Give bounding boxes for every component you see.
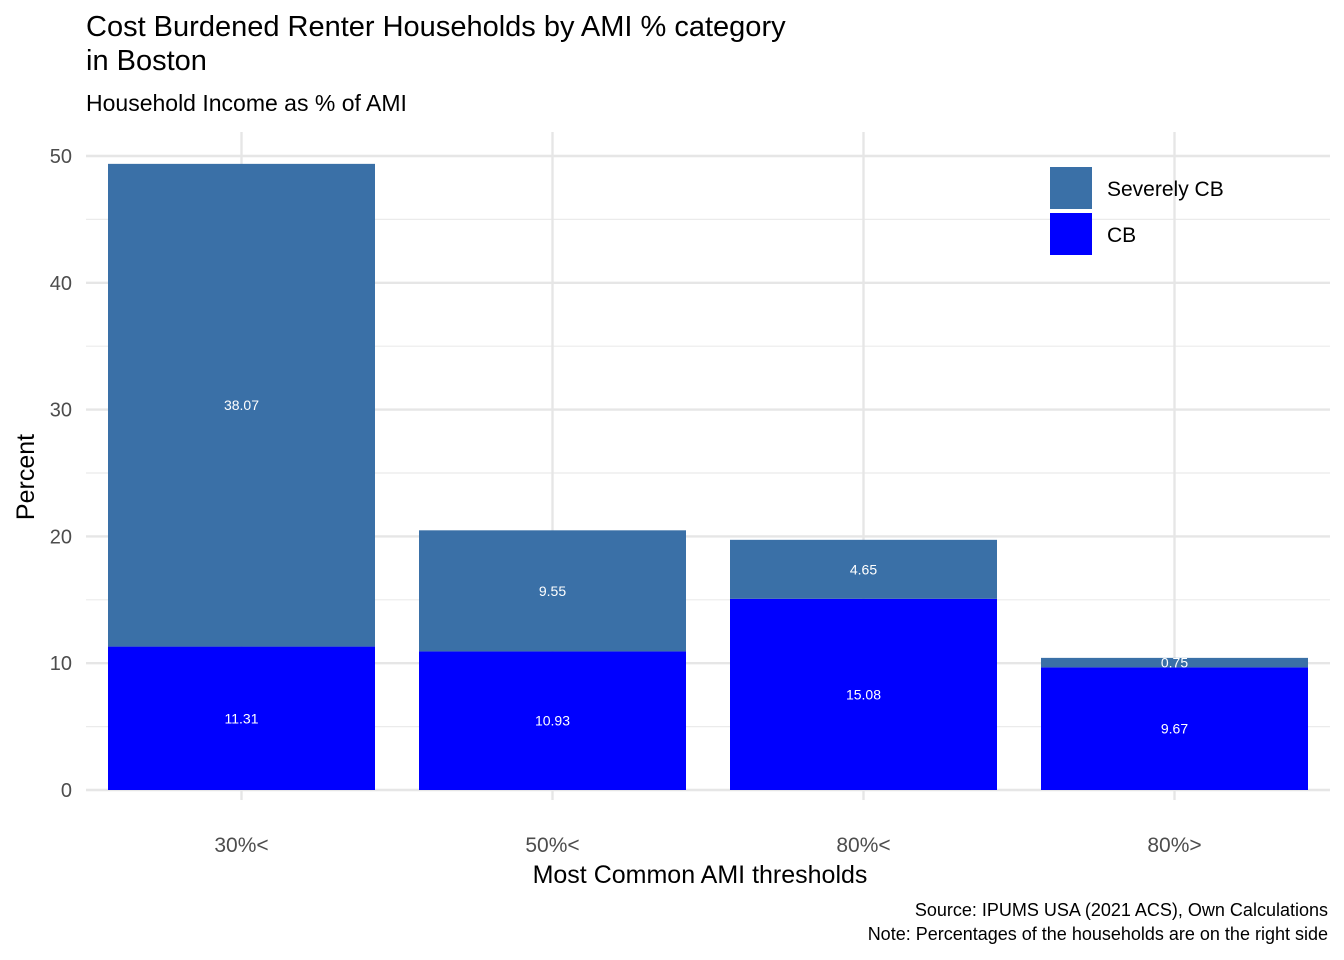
y-tick-label: 30 [50, 400, 72, 422]
bar-value-label: 11.31 [225, 710, 259, 726]
chart-title-line-1: Cost Burdened Renter Households by AMI %… [86, 11, 786, 43]
chart-subtitle: Household Income as % of AMI [86, 90, 407, 116]
source-caption: Source: IPUMS USA (2021 ACS), Own Calcul… [914, 900, 1328, 920]
bar-cb [730, 598, 997, 790]
bar-value-label: 4.65 [850, 561, 877, 577]
bar-value-label: 38.07 [224, 397, 259, 413]
bar-severely-cb [108, 163, 375, 647]
y-tick-label: 20 [50, 526, 72, 548]
y-tick-label: 50 [50, 146, 72, 168]
legend-key [1050, 213, 1092, 255]
x-tick-label: 80%< [836, 834, 890, 857]
y-tick-label: 10 [50, 653, 72, 675]
bar-severely-cb [730, 539, 997, 599]
legend-label: CB [1107, 224, 1136, 247]
bar-severely-cb [1041, 657, 1308, 668]
x-tick-label: 80%> [1147, 834, 1201, 857]
bar-value-label: 0.75 [1161, 655, 1188, 671]
bar-value-label: 10.93 [535, 713, 570, 729]
bar-value-label: 9.67 [1161, 721, 1188, 737]
bar-value-label: 15.08 [846, 686, 881, 702]
y-tick-label: 40 [50, 273, 72, 295]
legend-key [1050, 167, 1092, 209]
y-tick-label: 0 [61, 780, 72, 802]
chart-title-line-2: in Boston [86, 45, 207, 77]
legend-label: Severely CB [1107, 178, 1224, 201]
note-caption: Note: Percentages of the households are … [867, 924, 1328, 944]
y-axis-title: Percent [12, 434, 40, 520]
bar-cb [419, 651, 686, 790]
x-axis-title: Most Common AMI thresholds [533, 861, 868, 889]
x-tick-label: 30%< [214, 834, 268, 857]
bar-cb [108, 646, 375, 790]
x-tick-label: 50%< [525, 834, 579, 857]
bar-value-label: 9.55 [539, 583, 566, 599]
bar-severely-cb [419, 530, 686, 652]
bar-cb [1041, 667, 1308, 790]
